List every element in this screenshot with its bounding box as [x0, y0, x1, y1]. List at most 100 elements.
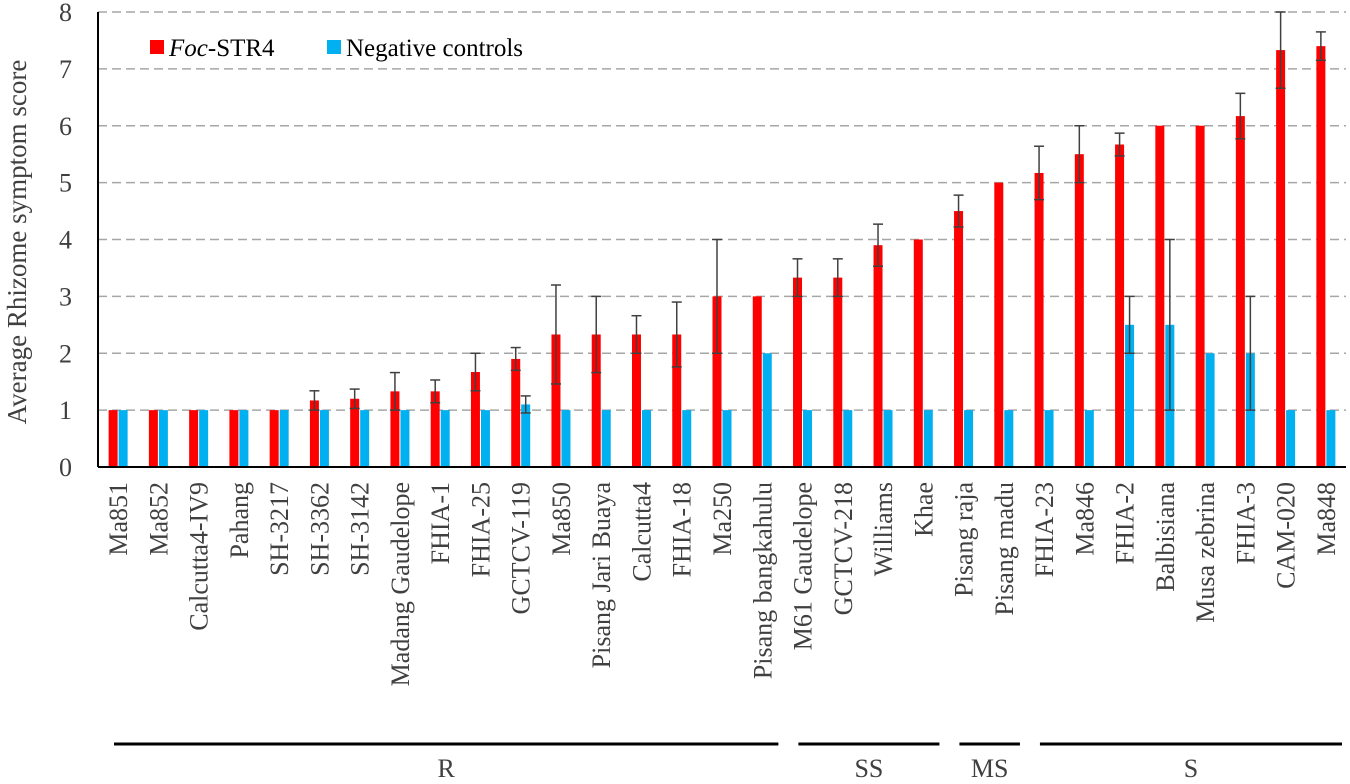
x-tick-label: Calcutta4	[627, 482, 656, 582]
bar-negative-control	[964, 410, 974, 467]
x-axis-ticks: Ma851 Ma852 Calcutta4-IV9 Pahang SH-3217 SH-3…	[104, 482, 1341, 687]
bar-negative-control	[440, 410, 450, 467]
resistance-groups: R SS MS S	[114, 742, 1342, 783]
bar-negative-control	[561, 410, 571, 467]
bar-negative-control	[601, 410, 611, 467]
x-tick-label: Pisang madu	[990, 482, 1019, 616]
x-tick-label: Pisang raja	[950, 482, 979, 597]
x-tick-label: GCTCV-119	[507, 482, 536, 614]
x-tick-label: SH-3217	[265, 482, 294, 576]
bar-foc-str4	[551, 334, 561, 467]
bar-foc-str4	[1074, 154, 1084, 467]
x-tick-label: FHIA-23	[1030, 482, 1059, 577]
y-tick-label: 2	[59, 339, 72, 368]
bar-foc-str4	[1235, 116, 1245, 468]
bar-foc-str4	[1155, 125, 1165, 467]
bar-foc-str4	[873, 245, 883, 467]
legend-swatch-negative	[327, 40, 341, 54]
bar-foc-str4	[511, 358, 521, 467]
x-tick-label: Balbisiana	[1151, 482, 1180, 592]
x-tick-label: Ma846	[1070, 482, 1099, 556]
x-tick-label: FHIA-18	[668, 482, 697, 577]
bar-negative-control	[118, 410, 128, 467]
bar-negative-control	[1004, 410, 1014, 467]
bar-foc-str4	[229, 410, 239, 467]
group-label: S	[1184, 754, 1198, 783]
y-tick-label: 3	[59, 282, 72, 311]
bar-negative-control	[158, 410, 168, 467]
x-tick-label: CAM-020	[1272, 482, 1301, 589]
bar-negative-control	[883, 410, 893, 467]
bar-negative-control	[1205, 353, 1215, 467]
legend-label-foc: Foc-STR4	[168, 35, 275, 62]
x-tick-label: Pisang Jari Buaya	[587, 482, 616, 669]
y-tick-label: 0	[59, 453, 72, 482]
y-tick-label: 7	[59, 55, 72, 84]
legend-label-foc-italic: Foc	[168, 35, 208, 62]
x-tick-label: SH-3142	[346, 482, 375, 576]
bar-negative-control	[1326, 410, 1336, 467]
bar-foc-str4	[631, 334, 641, 467]
bar-foc-str4	[108, 410, 118, 467]
bar-foc-str4	[833, 277, 843, 467]
y-tick-label: 4	[59, 226, 72, 255]
x-tick-label: Ma851	[104, 482, 133, 556]
bar-negative-control	[521, 404, 531, 467]
bar-foc-str4	[470, 372, 480, 467]
x-tick-label: Ma852	[144, 482, 173, 556]
bar-negative-control	[641, 410, 651, 467]
bar-foc-str4	[954, 211, 964, 467]
bar-negative-control	[923, 410, 933, 467]
bar-foc-str4	[712, 296, 722, 467]
y-axis-ticks: 0 1 2 3 4 5 6 7 8	[59, 0, 72, 482]
x-tick-label: Williams	[869, 482, 898, 576]
bar-negative-control	[400, 410, 410, 467]
group-label: MS	[971, 754, 1009, 783]
x-tick-label: Ma850	[547, 482, 576, 556]
bar-foc-str4	[994, 182, 1004, 467]
bar-foc-str4	[1276, 50, 1286, 467]
x-tick-label: FHIA-25	[466, 482, 495, 577]
bar-foc-str4	[189, 410, 199, 467]
x-tick-label: Ma848	[1312, 482, 1341, 556]
group-label: R	[438, 754, 456, 783]
bar-negative-control	[480, 410, 490, 467]
x-tick-label: FHIA-1	[426, 482, 455, 564]
x-tick-label: FHIA-3	[1231, 482, 1260, 564]
bar-negative-control	[360, 410, 370, 467]
y-axis-label: Average Rhizome symptom score	[2, 60, 32, 425]
bar-foc-str4	[591, 334, 601, 467]
bar-negative-control	[762, 353, 772, 467]
bar-negative-control	[239, 410, 249, 467]
bar-foc-str4	[793, 277, 803, 467]
x-tick-label: Calcutta4-IV9	[185, 482, 214, 631]
x-tick-label: GCTCV-218	[829, 482, 858, 615]
bar-negative-control	[319, 410, 329, 467]
bar-foc-str4	[309, 400, 319, 467]
y-tick-label: 5	[59, 169, 72, 198]
bar-negative-control	[843, 410, 853, 467]
x-tick-label: SH-3362	[305, 482, 334, 576]
group-label: SS	[854, 754, 883, 783]
bar-foc-str4	[1195, 125, 1205, 467]
bar-negative-control	[1084, 410, 1094, 467]
bar-negative-control	[279, 410, 289, 467]
bar-foc-str4	[430, 391, 440, 467]
bar-negative-control	[682, 410, 692, 467]
bar-foc-str4	[390, 391, 400, 467]
legend-swatch-foc	[150, 40, 164, 54]
bar-foc-str4	[148, 410, 158, 467]
error-bars	[309, 11, 1326, 414]
bar-negative-control	[1044, 410, 1054, 467]
legend-label-foc-rest: -STR4	[208, 35, 275, 62]
bar-negative-control	[722, 410, 732, 467]
x-tick-label: M61 Gaudelope	[789, 482, 818, 650]
y-tick-label: 6	[59, 112, 72, 141]
legend: Foc-STR4 Negative controls	[150, 35, 523, 62]
x-tick-label: Pahang	[225, 482, 254, 559]
bar-foc-str4	[269, 410, 279, 467]
y-tick-label: 1	[59, 396, 72, 425]
x-tick-label: Ma250	[708, 482, 737, 556]
x-tick-label: FHIA-2	[1111, 482, 1140, 564]
